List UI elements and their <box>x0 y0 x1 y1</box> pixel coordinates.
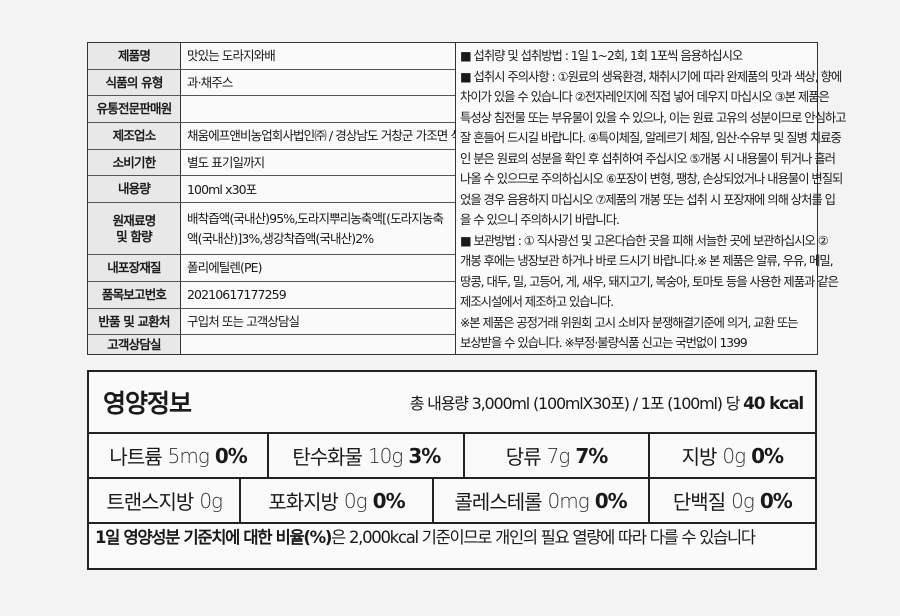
info-label: 내포장재질 <box>88 255 181 281</box>
nutrient-name: 지방 <box>681 445 718 469</box>
note-line: 제조시설에서 제조하고 있습니다. <box>460 295 614 309</box>
nutrient-amount: 0g <box>731 488 755 513</box>
note-line: ※본 제품은 공정거래 위원회 고시 소비자 분쟁해결기준에 의거, 교환 또는 <box>460 315 798 330</box>
info-row: 고객상담실 <box>88 335 455 354</box>
nutrient-pct: 0% <box>751 443 784 468</box>
nutrient-name: 트랜스지방 <box>106 490 194 514</box>
info-row: 제조업소 채움에프앤비농업회사법인㈜ / 경상남도 거창군 가조면 석강3길 11… <box>88 123 455 150</box>
note-line: 나올 수 있으므로 주의하십시오 ⑥포장이 변형, 팽창, 손상되었거나 내용물… <box>460 172 843 186</box>
nutrient-pct: 0% <box>214 443 248 468</box>
info-value: 폴리에틸렌(PE) <box>187 260 262 276</box>
nutrient-cell: 당류 7g 7% <box>465 434 650 477</box>
nutrient-name: 탄수화물 <box>292 445 363 469</box>
info-label: 유통전문판매원 <box>88 96 181 123</box>
info-value: 배착즙액(국내산)95%,도라지뿌리농축액[(도라지농축액(국내산)]3%,생강… <box>187 211 444 246</box>
nutrient-pct: 7% <box>575 443 608 468</box>
nutrient-cell: 나트륨 5mg 0% <box>89 434 270 477</box>
note-line: 개봉 후에는 냉장보관 하거나 바로 드시기 바랍니다.※ 본 제품은 알류, … <box>460 254 834 268</box>
nutrient-cell: 탄수화물 10g 3% <box>269 434 466 477</box>
nutrient-name: 단백질 <box>672 490 726 514</box>
info-row: 유통전문판매원 <box>88 96 455 124</box>
info-row: 내용량 100ml x30포 <box>88 176 455 204</box>
note-line: ■ 섭취시 주의사항 : ①원료의 생육환경, 채취시기에 따라 완제품의 맛과… <box>460 69 842 84</box>
footnote-bold: 1일 영양성분 기준치에 대한 비율(%) <box>95 528 332 547</box>
nutrient-pct: 0% <box>759 488 793 513</box>
info-label: 내용량 <box>88 176 181 203</box>
serving-text: 총 내용량 3,000ml (100mlX30포) / 1포 (100ml) 당 <box>409 394 741 413</box>
info-value <box>181 96 455 122</box>
info-label: 원재료명 및 함량 <box>88 203 181 255</box>
info-label: 고객상담실 <box>88 335 181 354</box>
nutrition-title: 영양정보 <box>103 389 192 418</box>
info-row: 원재료명 및 함량 배착즙액(국내산)95%,도라지뿌리농축액[(도라지농축액(국내… <box>88 203 455 256</box>
info-row: 반품 및 교환처 구입처 또는 고객상담실 <box>88 308 455 336</box>
info-label: 제조업소 <box>88 123 181 149</box>
nutrient-cell: 콜레스테롤 0mg 0% <box>434 479 650 522</box>
note-line: 땅콩, 대두, 밀, 고등어, 게, 새우, 돼지고기, 복숭아, 토마토 등을… <box>460 274 839 289</box>
nutrition-header: 영양정보 총 내용량 3,000ml (100mlX30포) / 1포 (100… <box>89 372 815 434</box>
note-line: 었을 경우 음용하지 마십시오 ⑦제품의 개봉 또는 섭취 시 포장재에 의해 … <box>460 192 836 207</box>
note-line: 을 수 있으니 주의하시기 바랍니다. <box>460 213 620 227</box>
info-label: 식품의 유형 <box>88 69 181 96</box>
footnote-text: 은 2,000kcal 기준이므로 개인의 필요 열량에 따라 다를 수 있습니… <box>331 528 756 547</box>
nutrient-amount: 5mg <box>167 443 210 468</box>
nutrient-row: 나트륨 5mg 0% 탄수화물 10g 3% 당류 7g 7% 지방 0g 0% <box>89 434 815 479</box>
nutrient-name: 당류 <box>505 445 542 469</box>
info-value: 채움에프앤비농업회사법인㈜ / 경상남도 거창군 가조면 석강3길 112 <box>187 128 455 144</box>
info-row: 제품명 맛있는 도라지와배 <box>88 43 455 70</box>
nutrient-pct: 3% <box>408 443 441 468</box>
nutrition-footnote: 1일 영양성분 기준치에 대한 비율(%) 은 2,000kcal 기준이므로 개… <box>89 524 815 548</box>
calories: 40 kcal <box>743 394 804 414</box>
nutrient-name: 나트륨 <box>109 445 162 469</box>
nutrition-facts: 영양정보 총 내용량 3,000ml (100mlX30포) / 1포 (100… <box>87 370 817 570</box>
nutrient-cell: 지방 0g 0% <box>650 434 815 477</box>
nutrient-name: 포화지방 <box>268 490 339 514</box>
info-row: 내포장재질 폴리에틸렌(PE) <box>88 255 455 282</box>
nutrient-pct: 0% <box>594 488 628 513</box>
nutrient-amount: 0mg <box>547 488 590 513</box>
note-line: 보상받을 수 있습니다. ※부정·불량식품 신고는 국번없이 1399 <box>460 336 748 350</box>
note-line: 잘 흔들어 드시길 바랍니다. ④특이체질, 알레르기 체질, 임산·수유부 및… <box>460 131 842 145</box>
info-label: 소비기한 <box>88 149 181 176</box>
nutrient-name: 콜레스테롤 <box>454 490 543 514</box>
nutrient-cell: 단백질 0g 0% <box>650 479 815 522</box>
serving-info: 총 내용량 3,000ml (100mlX30포) / 1포 (100ml) 당… <box>409 390 804 414</box>
note-line: ■ 섭취량 및 섭취방법 : 1일 1~2회, 1회 1포씩 음용하십시오 <box>460 49 743 63</box>
nutrient-amount: 0g <box>343 488 368 513</box>
note-line: ■ 보관방법 : ① 직사광선 및 고온다습한 곳을 피해 서늘한 곳에 보관하… <box>460 233 829 248</box>
info-row: 품목보고번호 20210617177259 <box>88 281 455 309</box>
info-label: 품목보고번호 <box>88 281 181 308</box>
info-value: 과·채주스 <box>187 74 233 90</box>
info-label: 제품명 <box>88 43 181 69</box>
nutrient-amount: 0g <box>199 488 223 513</box>
info-notes: ■ 섭취량 및 섭취방법 : 1일 1~2회, 1회 1포씩 음용하십시오 ■ 섭… <box>456 43 850 354</box>
info-row: 소비기한 별도 표기일까지 <box>88 149 455 177</box>
info-value: 맛있는 도라지와배 <box>187 48 276 64</box>
nutrient-pct: 0% <box>372 488 406 513</box>
note-line: 인 분은 원료의 성분을 확인 후 섭취하여 주십시오 ⑤개봉 시 내용물이 튀… <box>460 151 836 166</box>
note-line: 특성상 침전물 또는 부유물이 있을 수 있으나, 이는 원료 고유의 성분이므… <box>460 110 846 125</box>
note-line: 차이가 있을 수 있습니다 ②전자레인지에 직접 넣어 데우지 마십시오 ③본 … <box>460 90 830 104</box>
info-value: 100ml x30포 <box>187 181 257 197</box>
nutrient-amount: 0g <box>722 443 746 468</box>
info-value <box>181 335 455 354</box>
nutrient-cell: 포화지방 0g 0% <box>241 479 434 522</box>
info-value: 별도 표기일까지 <box>187 154 265 170</box>
info-value: 구입처 또는 고객상담실 <box>187 313 300 329</box>
nutrient-amount: 7g <box>546 443 571 468</box>
info-label: 반품 및 교환처 <box>88 308 181 335</box>
nutrient-row: 트랜스지방 0g 포화지방 0g 0% 콜레스테롤 0mg 0% 단백질 0g 0% <box>89 479 815 524</box>
info-value: 20210617177259 <box>187 286 287 302</box>
info-row: 식품의 유형 과·채주스 <box>88 69 455 97</box>
nutrient-cell: 트랜스지방 0g <box>89 479 242 522</box>
nutrient-amount: 10g <box>367 443 403 468</box>
